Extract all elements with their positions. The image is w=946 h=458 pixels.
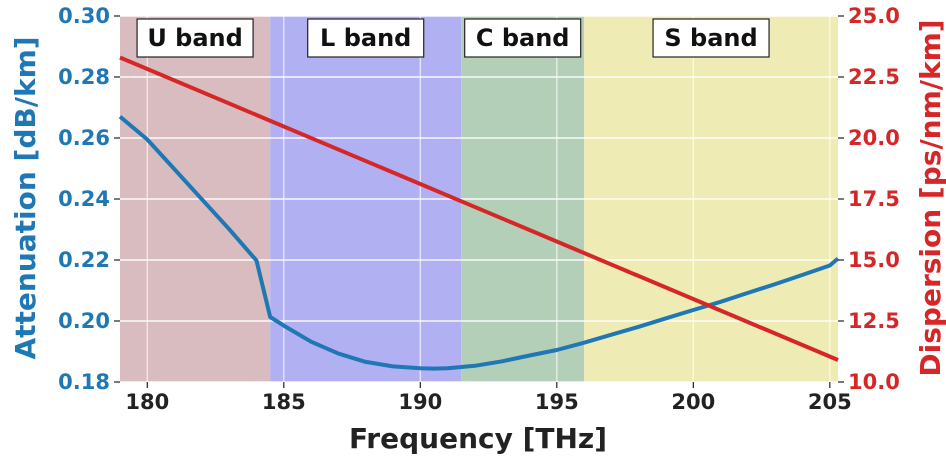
y-left-tick-label: 0.20 bbox=[58, 309, 110, 333]
y-right-tick-label: 25.0 bbox=[848, 4, 900, 28]
band-label-box bbox=[136, 18, 254, 58]
band-label: L band bbox=[320, 24, 411, 52]
y-left-tick-label: 0.18 bbox=[58, 370, 110, 394]
x-tick-label: 200 bbox=[671, 390, 715, 414]
x-tick-label: 185 bbox=[262, 390, 306, 414]
y-right-tick-label: 22.5 bbox=[848, 65, 900, 89]
band-label: S band bbox=[664, 24, 757, 52]
grid-lines bbox=[120, 15, 838, 383]
x-tick-label: 180 bbox=[125, 390, 169, 414]
y-left-tick-label: 0.22 bbox=[58, 248, 110, 272]
y-left-axis-title: Attenuation [dB/km] bbox=[9, 36, 42, 359]
x-tick-label: 195 bbox=[535, 390, 579, 414]
band-label-box bbox=[652, 18, 770, 58]
dispersion-line bbox=[119, 55, 839, 362]
x-tick-label: 205 bbox=[808, 390, 852, 414]
axis-ticks: 180 185 190 195 200 205 0.18 0.20 0.22 0.24 0.26 0.… bbox=[58, 4, 900, 414]
band-labels: U band L band C band S band bbox=[136, 18, 770, 58]
y-right-axis-title: Dispersion [ps/nm/km] bbox=[914, 19, 946, 376]
band-label: U band bbox=[147, 24, 242, 52]
y-left-tick-label: 0.26 bbox=[58, 126, 110, 150]
y-right-tick-label: 15.0 bbox=[848, 248, 900, 272]
y-left-tick-label: 0.28 bbox=[58, 65, 110, 89]
band-label-box bbox=[307, 18, 425, 58]
y-right-tick-label: 10.0 bbox=[848, 370, 900, 394]
y-right-tick-label: 20.0 bbox=[848, 126, 900, 150]
y-right-tick-label: 12.5 bbox=[848, 309, 900, 333]
series-lines bbox=[118, 55, 840, 371]
y-left-tick-label: 0.30 bbox=[58, 4, 110, 28]
y-right-tick-label: 17.5 bbox=[848, 187, 900, 211]
band-label: C band bbox=[476, 24, 570, 52]
x-axis-title: Frequency [THz] bbox=[349, 422, 607, 455]
band-label-box bbox=[464, 18, 582, 58]
x-tick-label: 190 bbox=[398, 390, 442, 414]
y-left-tick-label: 0.24 bbox=[58, 187, 110, 211]
attenuation-line bbox=[118, 115, 840, 371]
